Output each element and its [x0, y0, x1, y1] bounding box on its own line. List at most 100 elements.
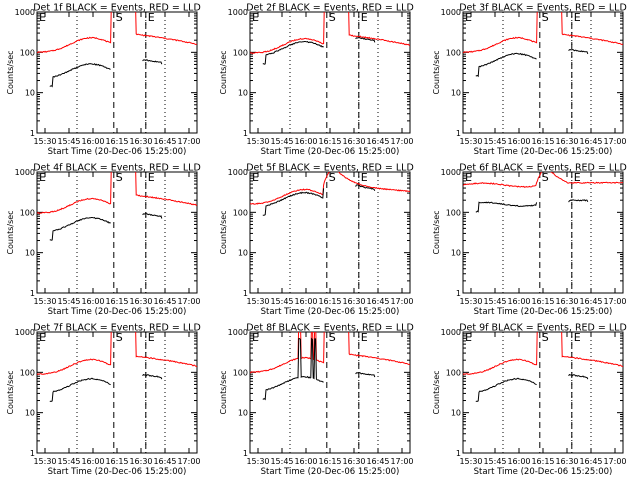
interval-marker-label: S	[116, 11, 123, 24]
lld-series-line	[37, 12, 197, 54]
interval-marker-label: E	[574, 11, 581, 24]
events-series-line	[476, 200, 592, 212]
x-tick-label: 15:45	[483, 457, 506, 466]
x-tick-label: 16:45	[579, 137, 602, 146]
x-axis-label: Start Time (20-Dec-06 15:25:00)	[474, 147, 613, 157]
x-axis-label: Start Time (20-Dec-06 15:25:00)	[261, 467, 400, 477]
x-axis-label: Start Time (20-Dec-06 15:25:00)	[474, 307, 613, 317]
panel-title: Det 4f BLACK = Events, RED = LLD	[33, 163, 201, 174]
y-tick-label: 1000	[441, 168, 461, 177]
y-tick-label: 1000	[441, 328, 461, 337]
interval-marker-label: E	[148, 171, 155, 184]
x-tick-label: 16:30	[129, 137, 152, 146]
x-tick-label: 16:15	[318, 457, 341, 466]
x-tick-label: 16:45	[366, 297, 389, 306]
y-tick-label: 100	[20, 368, 35, 377]
panel-title: Det 7f BLACK = Events, RED = LLD	[33, 323, 201, 334]
interval-marker-label: S	[329, 11, 336, 24]
x-tick-label: 15:30	[459, 457, 482, 466]
events-series-line	[476, 50, 592, 77]
x-tick-label: 16:15	[318, 297, 341, 306]
x-tick-label: 15:45	[483, 137, 506, 146]
x-tick-label: 16:30	[555, 457, 578, 466]
interval-marker-label: E	[252, 331, 259, 344]
y-tick-label: 1000	[441, 8, 461, 17]
y-tick-label: 1000	[228, 8, 248, 17]
x-tick-label: 17:00	[603, 297, 626, 306]
events-series-line	[263, 185, 379, 215]
x-tick-label: 15:30	[33, 457, 56, 466]
plot-frame	[249, 171, 411, 294]
y-tick-label: 10	[451, 249, 461, 258]
y-tick-label: 100	[233, 368, 248, 377]
y-tick-label: 1000	[15, 328, 35, 337]
panel-title: Det 1f BLACK = Events, RED = LLD	[33, 3, 201, 14]
x-tick-label: 17:00	[177, 137, 200, 146]
y-tick-label: 100	[446, 48, 461, 57]
y-tick-label: 100	[446, 208, 461, 217]
x-axis-label: Start Time (20-Dec-06 15:25:00)	[48, 307, 187, 317]
x-tick-label: 16:30	[129, 297, 152, 306]
x-tick-label: 16:30	[342, 457, 365, 466]
y-tick-label: 1000	[228, 168, 248, 177]
x-tick-label: 15:30	[33, 137, 56, 146]
y-tick-label: 100	[446, 368, 461, 377]
y-axis-label: Counts/sec	[432, 370, 441, 414]
panel-title: Det 8f BLACK = Events, RED = LLD	[246, 323, 414, 334]
y-tick-label: 10	[451, 409, 461, 418]
x-tick-label: 16:15	[531, 457, 554, 466]
x-tick-label: 16:00	[294, 297, 317, 306]
lld-series-line	[250, 332, 410, 374]
x-tick-label: 15:45	[57, 137, 80, 146]
events-series-line	[50, 60, 166, 87]
y-tick-label: 1	[30, 449, 35, 458]
x-tick-label: 15:30	[246, 457, 269, 466]
y-tick-label: 1	[456, 129, 461, 138]
x-tick-label: 16:45	[366, 137, 389, 146]
x-tick-label: 16:30	[555, 297, 578, 306]
y-tick-label: 1	[243, 129, 248, 138]
interval-marker-label: E	[39, 331, 46, 344]
interval-marker-label: E	[361, 331, 368, 344]
panel-title: Det 6f BLACK = Events, RED = LLD	[459, 163, 627, 174]
y-tick-label: 10	[238, 409, 248, 418]
interval-marker-label: E	[39, 11, 46, 24]
y-tick-label: 100	[233, 208, 248, 217]
x-tick-label: 16:45	[366, 457, 389, 466]
interval-marker-label: E	[252, 171, 259, 184]
interval-marker-label: E	[465, 331, 472, 344]
x-tick-label: 16:00	[507, 457, 530, 466]
x-tick-label: 16:15	[105, 297, 128, 306]
y-tick-label: 1	[456, 289, 461, 298]
x-axis-label: Start Time (20-Dec-06 15:25:00)	[261, 147, 400, 157]
y-tick-label: 10	[238, 89, 248, 98]
y-tick-label: 1	[243, 289, 248, 298]
interval-marker-label: S	[116, 331, 123, 344]
x-tick-label: 15:30	[246, 137, 269, 146]
x-tick-label: 15:30	[246, 297, 269, 306]
x-tick-label: 16:00	[81, 137, 104, 146]
x-tick-label: 16:00	[81, 457, 104, 466]
events-series-line	[50, 375, 166, 402]
plot-frame	[249, 331, 411, 454]
x-tick-label: 17:00	[390, 457, 413, 466]
events-series-line	[476, 375, 592, 402]
x-tick-label: 16:15	[318, 137, 341, 146]
x-tick-label: 17:00	[603, 137, 626, 146]
x-tick-label: 16:45	[153, 137, 176, 146]
plot-frame	[462, 11, 624, 134]
x-tick-label: 16:00	[294, 137, 317, 146]
interval-marker-label: S	[116, 171, 123, 184]
y-tick-label: 1	[456, 449, 461, 458]
interval-marker-label: E	[465, 171, 472, 184]
y-axis-label: Counts/sec	[6, 370, 15, 414]
y-axis-label: Counts/sec	[219, 50, 228, 94]
y-tick-label: 10	[25, 409, 35, 418]
